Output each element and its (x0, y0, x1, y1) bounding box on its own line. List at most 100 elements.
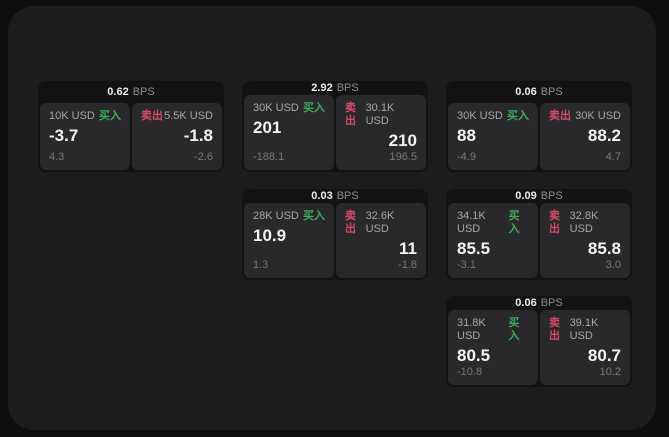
sell-panel[interactable]: 卖出 5.5K USD -1.8 -2.6 (132, 103, 222, 170)
buy-notional-amount: 30K USD (457, 110, 503, 122)
bps-header: 0.03 BPS (242, 189, 428, 203)
bid-delta: -3.1 (457, 258, 476, 271)
buy-button[interactable]: 买入 (507, 110, 529, 122)
quote-card: 0.06 BPS 30K USD 买入 88 -4.9 卖出 30K USD 8… (446, 81, 632, 172)
ask-delta: -2.6 (194, 151, 213, 163)
sell-notional-amount: 32.6K USD (365, 209, 395, 235)
sell-panel-top: 卖出 30K USD (549, 110, 621, 123)
buy-notional-amount: 30K USD (253, 102, 299, 114)
buy-panel[interactable]: 30K USD 买入 201 -188.1 (244, 95, 334, 170)
ask-price: 210 (388, 131, 417, 150)
bps-header: 0.06 BPS (446, 81, 632, 103)
sell-notional-amount: 39.1K USD (569, 317, 599, 342)
bps-unit-label: BPS (336, 82, 359, 94)
ask-price: 88.2 (587, 126, 621, 145)
buy-button[interactable]: 买入 (303, 102, 325, 114)
ask-price: 80.7 (587, 346, 621, 365)
sell-button[interactable]: 卖出 (345, 102, 356, 127)
bps-value: 0.09 (515, 189, 537, 202)
buy-button[interactable]: 买入 (99, 110, 121, 122)
sell-button[interactable]: 卖出 (549, 209, 560, 235)
sell-panel-top: 卖出 39.1K USD (549, 317, 621, 343)
sell-button[interactable]: 卖出 (549, 110, 571, 122)
sell-notional-amount: 5.5K USD (164, 110, 213, 122)
bps-value: 0.06 (515, 297, 537, 309)
bps-header: 0.09 BPS (446, 189, 632, 203)
bps-value: 2.92 (311, 82, 333, 94)
ask-price: 85.8 (587, 238, 621, 258)
quote-card-body: 30K USD 买入 201 -188.1 卖出 30.1K USD 210 1… (242, 95, 428, 172)
sell-notional-amount: 30K USD (575, 110, 621, 122)
buy-button[interactable]: 买入 (508, 317, 520, 342)
sell-panel-top: 卖出 32.6K USD (345, 210, 417, 236)
bps-value: 0.06 (515, 86, 537, 98)
quote-card-body: 31.8K USD 买入 80.5 -10.8 卖出 39.1K USD 80.… (446, 310, 632, 387)
ask-price: -1.8 (183, 126, 213, 145)
buy-panel[interactable]: 10K USD 买入 -3.7 4.3 (40, 103, 130, 170)
sell-button[interactable]: 卖出 (345, 209, 356, 235)
ask-delta: -1.8 (398, 258, 417, 271)
quote-card-body: 34.1K USD 买入 85.5 -3.1 卖出 32.8K USD 85.8… (446, 202, 632, 280)
quote-card: 0.03 BPS 28K USD 买入 10.9 1.3 卖出 32.6K US… (242, 188, 428, 280)
quote-card: 0.09 BPS 34.1K USD 买入 85.5 -3.1 卖出 32.8K… (446, 188, 632, 280)
quote-card-body: 28K USD 买入 10.9 1.3 卖出 32.6K USD 11 -1.8 (242, 202, 428, 280)
quote-card-body: 10K USD 买入 -3.7 4.3 卖出 5.5K USD -1.8 -2.… (38, 103, 224, 172)
bps-header: 2.92 BPS (242, 81, 428, 95)
ask-delta: 3.0 (605, 258, 621, 271)
buy-panel[interactable]: 28K USD 买入 10.9 1.3 (244, 202, 334, 278)
ask-delta: 4.7 (605, 151, 621, 163)
quote-card-body: 30K USD 买入 88 -4.9 卖出 30K USD 88.2 4.7 (446, 103, 632, 172)
buy-panel-top: 30K USD 买入 (457, 110, 529, 123)
buy-button[interactable]: 买入 (303, 209, 325, 222)
buy-notional-amount: 28K USD (253, 209, 299, 222)
ask-delta: 10.2 (599, 366, 621, 378)
bid-price: 10.9 (253, 225, 287, 245)
bps-unit-label: BPS (540, 297, 563, 309)
buy-panel-top: 34.1K USD 买入 (457, 210, 529, 236)
bid-delta: 4.3 (49, 151, 65, 163)
bps-unit-label: BPS (336, 189, 359, 202)
ask-price: 11 (399, 238, 417, 258)
sell-panel[interactable]: 卖出 32.8K USD 85.8 3.0 (540, 202, 630, 278)
bps-header: 0.06 BPS (446, 296, 632, 310)
sell-panel-top: 卖出 32.8K USD (549, 210, 621, 236)
sell-panel[interactable]: 卖出 30.1K USD 210 196.5 (336, 95, 426, 170)
sell-button[interactable]: 卖出 (549, 317, 560, 342)
quote-card: 0.06 BPS 31.8K USD 买入 80.5 -10.8 卖出 39.1… (446, 296, 632, 387)
sell-button[interactable]: 卖出 (141, 110, 163, 122)
buy-panel[interactable]: 31.8K USD 买入 80.5 -10.8 (448, 310, 538, 385)
buy-panel[interactable]: 34.1K USD 买入 85.5 -3.1 (448, 202, 538, 278)
bid-delta: 1.3 (253, 258, 269, 271)
bid-price: 88 (457, 126, 476, 145)
sell-panel[interactable]: 卖出 32.6K USD 11 -1.8 (336, 202, 426, 278)
quote-card: 2.92 BPS 30K USD 买入 201 -188.1 卖出 30.1K … (242, 81, 428, 172)
bid-delta: -10.8 (457, 366, 483, 378)
buy-panel-top: 30K USD 买入 (253, 102, 325, 115)
buy-panel[interactable]: 30K USD 买入 88 -4.9 (448, 103, 538, 170)
bid-delta: -188.1 (253, 151, 285, 163)
buy-panel-top: 10K USD 买入 (49, 110, 121, 123)
bps-unit-label: BPS (540, 86, 563, 98)
bps-unit-label: BPS (540, 189, 563, 202)
buy-notional-amount: 34.1K USD (457, 209, 486, 235)
buy-notional-amount: 10K USD (49, 110, 95, 122)
bps-value: 0.62 (107, 86, 129, 98)
buy-button[interactable]: 买入 (508, 209, 520, 235)
sell-notional-amount: 32.8K USD (569, 209, 599, 235)
bid-price: -3.7 (49, 126, 79, 145)
bid-price: 80.5 (457, 346, 491, 365)
bps-unit-label: BPS (132, 86, 155, 98)
ask-delta: 196.5 (389, 151, 417, 163)
sell-panel[interactable]: 卖出 39.1K USD 80.7 10.2 (540, 310, 630, 385)
bps-value: 0.03 (311, 189, 333, 202)
quote-card: 0.62 BPS 10K USD 买入 -3.7 4.3 卖出 5.5K USD… (38, 81, 224, 172)
bps-header: 0.62 BPS (38, 81, 224, 103)
bid-delta: -4.9 (457, 151, 476, 163)
sell-panel[interactable]: 卖出 30K USD 88.2 4.7 (540, 103, 630, 170)
buy-panel-top: 31.8K USD 买入 (457, 317, 529, 343)
sell-panel-top: 卖出 5.5K USD (141, 110, 213, 123)
buy-notional-amount: 31.8K USD (457, 317, 486, 342)
buy-panel-top: 28K USD 买入 (253, 210, 325, 223)
